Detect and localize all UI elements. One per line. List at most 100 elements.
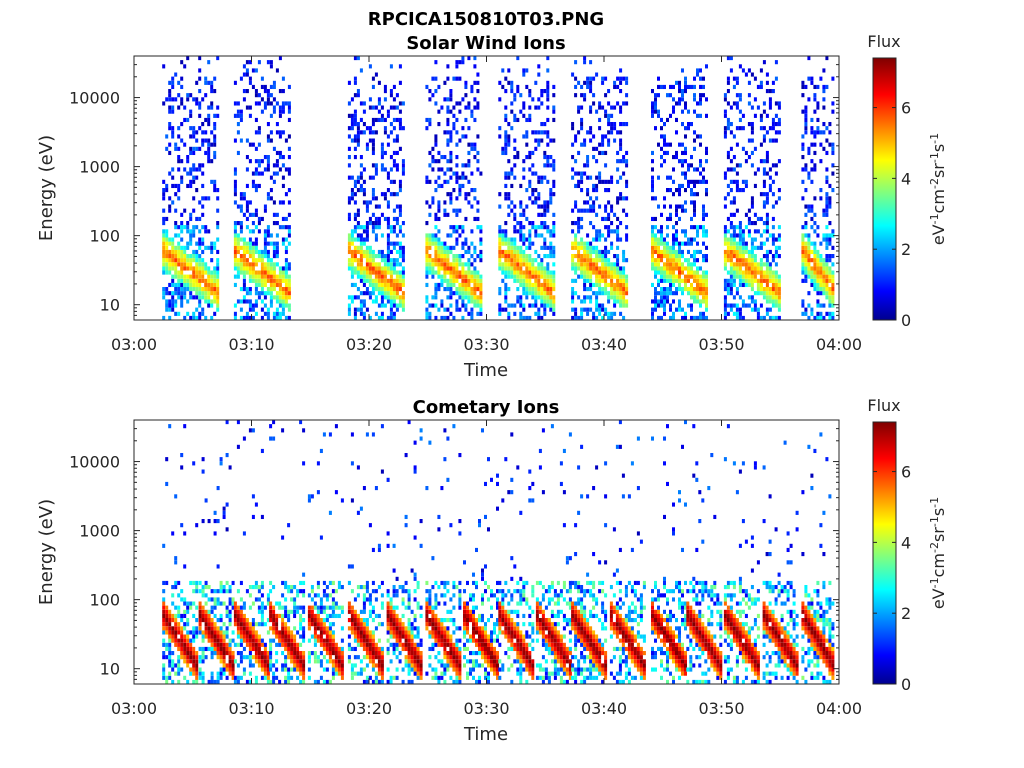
heatmap-cell — [534, 229, 538, 234]
heatmap-cell — [705, 159, 708, 164]
heatmap-cell — [386, 270, 390, 275]
heatmap-cell — [356, 270, 360, 275]
heatmap-cell — [684, 105, 687, 110]
heatmap-cell — [604, 254, 608, 259]
heatmap-cell — [747, 155, 751, 160]
heatmap-cell — [470, 291, 474, 296]
heatmap-cell — [171, 258, 175, 263]
heatmap-cell — [601, 233, 605, 238]
heatmap-cell — [254, 655, 258, 660]
heatmap-cell — [690, 282, 693, 288]
heatmap-cell — [353, 113, 357, 118]
heatmap-cell — [174, 97, 178, 102]
heatmap-cell — [735, 249, 739, 255]
heatmap-cell — [449, 159, 453, 164]
heatmap-cell — [245, 622, 249, 627]
heatmap-cell — [293, 605, 297, 610]
heatmap-cell — [498, 307, 502, 312]
heatmap-cell — [213, 122, 217, 127]
heatmap-cell — [498, 204, 502, 209]
heatmap-cell — [598, 142, 602, 147]
heatmap-cell — [437, 245, 441, 250]
heatmap-cell — [574, 60, 578, 65]
heatmap-cell — [546, 163, 550, 168]
heatmap-cell — [672, 225, 675, 230]
heatmap-cell — [813, 167, 817, 172]
heatmap-cell — [245, 266, 249, 271]
heatmap-cell — [810, 266, 814, 271]
heatmap-cell — [207, 291, 211, 296]
heatmap-cell — [359, 225, 363, 230]
heatmap-cell — [242, 89, 246, 94]
heatmap-cell — [195, 188, 199, 193]
heatmap-cell — [705, 307, 708, 312]
heatmap-cell — [242, 97, 246, 102]
heatmap-cell — [189, 126, 193, 131]
heatmap-cell — [207, 613, 211, 619]
heatmap-cell — [195, 130, 199, 135]
heatmap-cell — [774, 274, 778, 279]
heatmap-cell — [353, 225, 357, 230]
heatmap-cell — [195, 270, 199, 275]
heatmap-cell — [281, 307, 285, 312]
heatmap-cell — [690, 315, 693, 321]
heatmap-cell — [260, 315, 264, 321]
heatmap-cell — [663, 274, 666, 279]
heatmap-cell — [666, 175, 669, 180]
heatmap-cell — [239, 630, 243, 635]
heatmap-cell — [604, 270, 608, 275]
heatmap-cell — [589, 254, 593, 259]
heatmap-cell — [759, 270, 763, 275]
heatmap-cell — [762, 134, 766, 139]
heatmap-cell — [186, 655, 190, 660]
heatmap-cell — [233, 183, 237, 189]
heatmap-cell — [813, 84, 817, 90]
heatmap-cell — [257, 93, 261, 98]
heatmap-cell — [263, 274, 267, 279]
heatmap-cell — [168, 249, 172, 255]
heatmap-cell — [392, 278, 396, 283]
heatmap-cell — [204, 655, 208, 660]
heatmap-cell — [368, 274, 372, 279]
heatmap-cell — [216, 188, 220, 193]
heatmap-cell — [189, 659, 193, 664]
heatmap-cell — [216, 646, 220, 652]
heatmap-cell — [598, 274, 602, 279]
heatmap-cell — [278, 266, 282, 271]
heatmap-cell — [543, 291, 547, 296]
heatmap-cells — [162, 56, 835, 321]
heatmap-cell — [177, 126, 181, 131]
heatmap-cell — [213, 295, 217, 300]
heatmap-cell — [816, 274, 820, 279]
heatmap-cell — [386, 188, 390, 193]
heatmap-cell — [356, 212, 360, 217]
heatmap-cell — [428, 245, 432, 250]
heatmap-cell — [266, 122, 270, 127]
heatmap-cell — [504, 254, 508, 259]
heatmap-cell — [702, 179, 705, 184]
heatmap-cell — [254, 130, 258, 135]
heatmap-cell — [260, 291, 264, 296]
heatmap-cell — [604, 274, 608, 279]
heatmap-cell — [371, 188, 375, 193]
heatmap-cell — [284, 192, 288, 197]
heatmap-cell — [287, 266, 291, 271]
heatmap-cell — [825, 196, 829, 201]
heatmap-cell — [732, 311, 736, 316]
heatmap-cell — [513, 163, 517, 168]
heatmap-cell — [729, 287, 733, 292]
heatmap-cell — [589, 270, 593, 275]
heatmap-cell — [549, 274, 553, 279]
heatmap-cell — [383, 270, 387, 275]
heatmap-cell — [275, 241, 279, 246]
heatmap-cell — [210, 179, 214, 184]
heatmap-cell — [762, 262, 766, 267]
heatmap-cell — [774, 291, 778, 296]
heatmap-cell — [389, 89, 393, 94]
heatmap-cell — [260, 601, 264, 606]
heatmap-cell — [498, 237, 502, 242]
heatmap-cell — [180, 651, 184, 656]
heatmap-cell — [263, 655, 267, 660]
heatmap-cell — [395, 262, 399, 267]
heatmap-cell — [571, 278, 575, 283]
